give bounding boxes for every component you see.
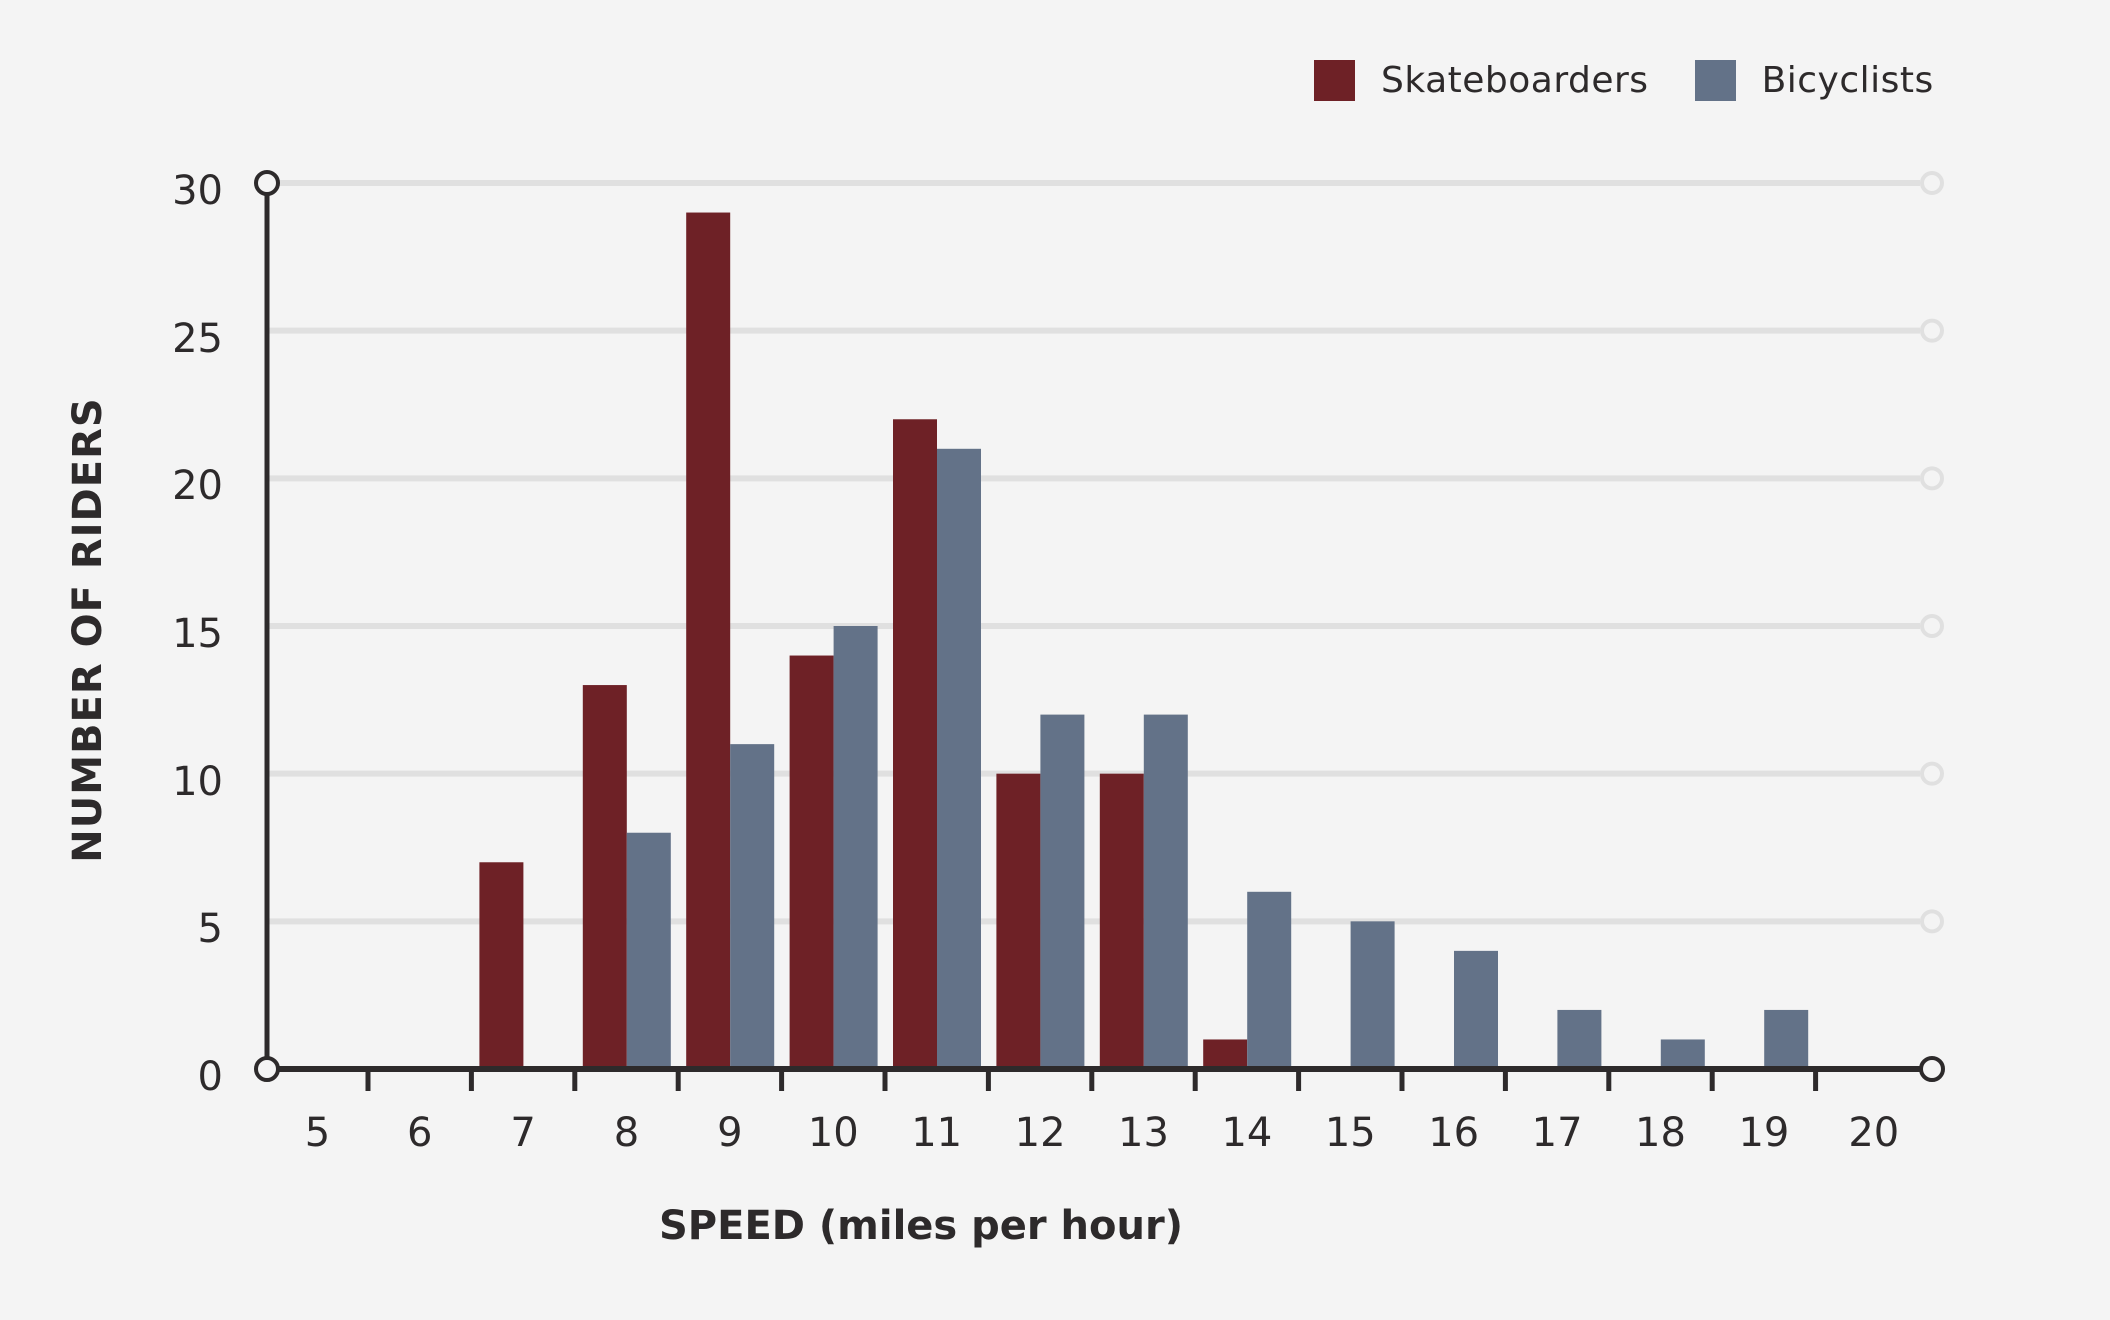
bar-skateboarders: [1099, 773, 1144, 1069]
x-tick-label: 18: [1635, 1110, 1686, 1156]
x-tick-label: 17: [1531, 1110, 1583, 1156]
x-tick-label: 7: [510, 1110, 536, 1156]
gridline-end-circle-icon: [1920, 171, 1944, 195]
bar-bicyclists: [1350, 921, 1395, 1069]
legend-item-skateboarders: Skateboarders: [1314, 60, 1649, 101]
y-axis-label: NUMBER OF RIDERS: [65, 397, 111, 863]
bar-bicyclists: [1040, 714, 1085, 1069]
bar-bicyclists: [626, 832, 671, 1069]
gridline-end-circle-icon: [1920, 614, 1944, 638]
x-axis-end-circle-icon: [1919, 1056, 1945, 1082]
gridline-end-circle-icon: [1920, 909, 1944, 934]
y-tick-label: 0: [197, 1054, 223, 1100]
legend-label: Bicyclists: [1761, 60, 1934, 101]
x-tick-label: 13: [1118, 1110, 1169, 1156]
bar-bicyclists: [1454, 950, 1498, 1069]
gridline-end-circle-icon: [1920, 318, 1944, 343]
x-tick-label: 19: [1738, 1110, 1790, 1156]
bar-skateboarders: [582, 685, 627, 1069]
bar-bicyclists: [730, 744, 775, 1069]
x-tick-label: 9: [717, 1110, 743, 1156]
y-tick-label: 5: [197, 906, 223, 953]
skateboarders-swatch-icon: [1314, 60, 1355, 101]
gridlines: [267, 171, 1944, 934]
x-tick-label: 11: [911, 1110, 963, 1156]
bar-skateboarders: [686, 212, 731, 1070]
bar-skateboarders: [1203, 1039, 1248, 1069]
x-tick-label: 8: [613, 1110, 640, 1156]
y-tick-label: 25: [172, 315, 223, 362]
bar-skateboarders: [789, 655, 834, 1069]
gridline-end-circle-icon: [1920, 761, 1944, 786]
bar-bicyclists: [1557, 1009, 1602, 1069]
x-axis-label: SPEED (miles per hour): [658, 1203, 1184, 1249]
bar-bicyclists: [1660, 1039, 1705, 1069]
x-tick-label: 14: [1221, 1110, 1273, 1156]
x-tick-label: 5: [304, 1110, 331, 1156]
y-tick-label: 30: [172, 168, 223, 214]
x-tick-label: 16: [1428, 1110, 1480, 1156]
bar-bicyclists: [1143, 714, 1188, 1069]
x-tick-label: 12: [1014, 1110, 1066, 1156]
bar-skateboarders: [479, 862, 524, 1069]
bar-bicyclists: [1247, 891, 1292, 1069]
bar-bicyclists: [1764, 1009, 1809, 1069]
bar-skateboarders: [893, 419, 937, 1069]
bar-bicyclists: [937, 448, 981, 1069]
bar-bicyclists: [833, 626, 878, 1069]
x-tick-label: 10: [807, 1110, 859, 1156]
legend-label: Skateboarders: [1381, 60, 1649, 101]
x-tick-label: 20: [1848, 1110, 1900, 1156]
legend: Skateboarders Bicyclists: [1314, 60, 1980, 101]
bicyclists-swatch-icon: [1694, 60, 1736, 101]
legend-item-bicyclists: Bicyclists: [1694, 60, 1934, 101]
origin-circle-icon: [254, 1056, 280, 1082]
x-tick-label: 15: [1324, 1110, 1376, 1156]
gridline-end-circle-icon: [1920, 466, 1944, 491]
y-tick-label: 15: [172, 611, 223, 657]
y-axis-end-circle-icon: [254, 170, 280, 196]
bar-skateboarders: [996, 773, 1041, 1069]
y-tick-label: 20: [172, 463, 223, 510]
x-tick-label: 6: [406, 1110, 433, 1156]
bars: [479, 212, 1809, 1070]
axes: [254, 170, 1945, 1091]
y-tick-label: 10: [172, 758, 223, 805]
